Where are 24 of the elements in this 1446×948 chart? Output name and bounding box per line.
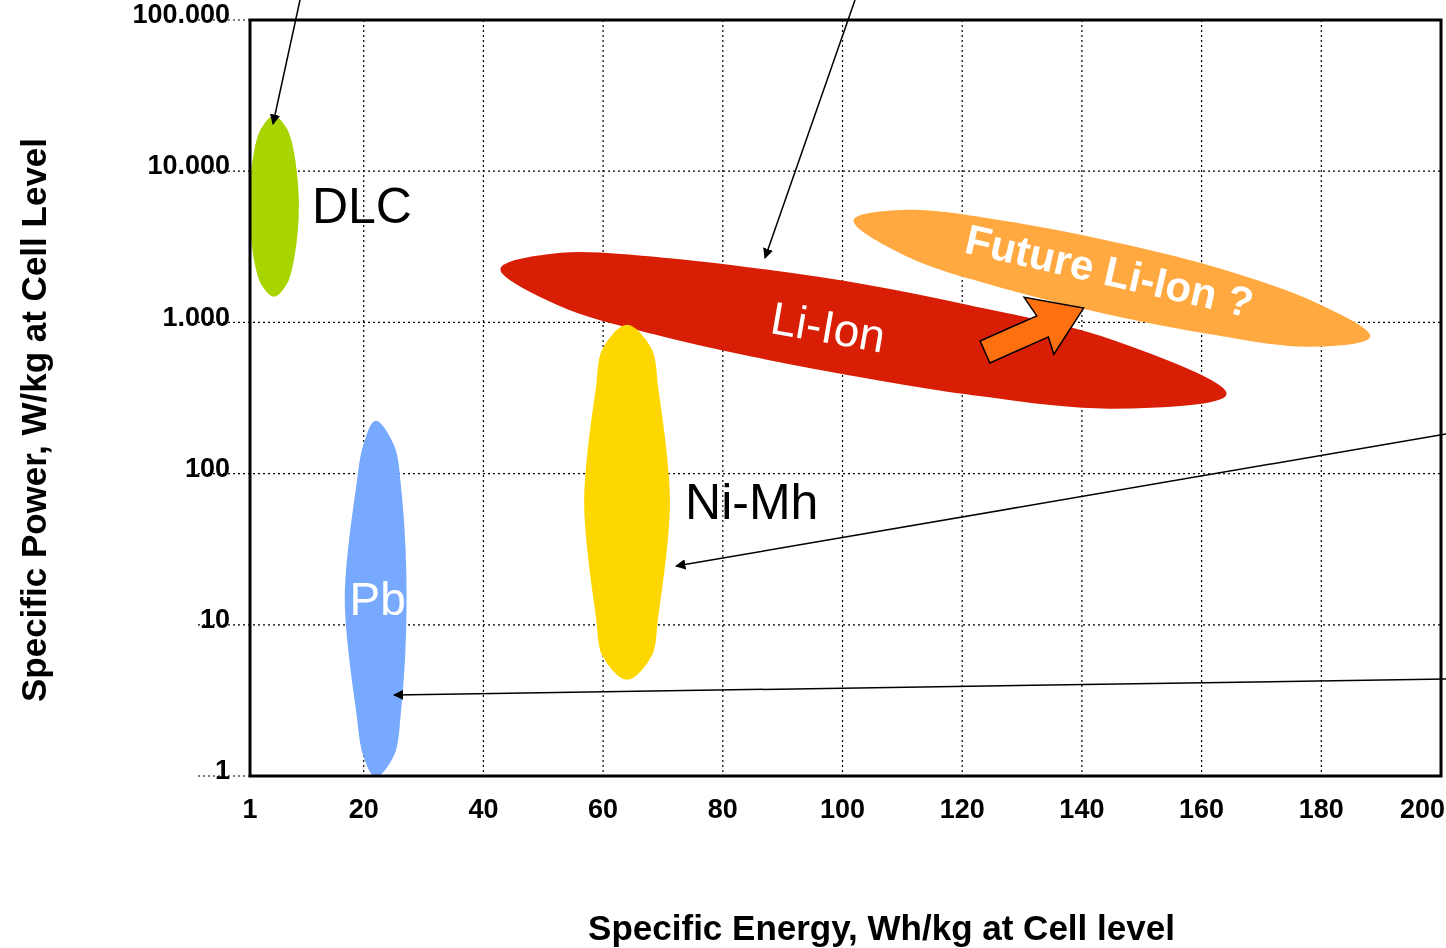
x-tick-label: 80: [707, 794, 738, 824]
x-tick-label: 20: [348, 794, 379, 824]
y-tick-label: 100: [184, 452, 230, 483]
x-tick-label: 40: [468, 794, 499, 824]
x-axis-title: Specific Energy, Wh/kg at Cell level: [588, 908, 1175, 947]
series-label: Pb: [349, 573, 406, 626]
x-tick-label: 180: [1298, 794, 1344, 824]
x-tick-label: 100: [819, 794, 866, 824]
series-label: Ni-Mh: [685, 474, 819, 531]
y-tick-label: 1: [214, 755, 230, 786]
x-tick-label: 140: [1059, 794, 1105, 824]
y-tick-label: 10.000: [147, 150, 230, 181]
x-tick-label: 200: [1399, 794, 1445, 824]
series-label: Li-Ion: [767, 291, 890, 363]
y-tick-label: 1.000: [162, 301, 230, 332]
x-tick-label: 1: [242, 794, 258, 824]
series-label: Future Li-Ion ?: [961, 215, 1259, 327]
y-tick-label: 100.000: [132, 0, 230, 30]
x-tick-label: 60: [588, 794, 619, 824]
series-label: DLC: [311, 178, 412, 235]
x-tick-label: 160: [1179, 794, 1225, 824]
x-tick-label: 120: [939, 794, 985, 824]
y-tick-label: 10: [199, 603, 230, 634]
y-axis-title: Specific Power, W/kg at Cell Level: [14, 137, 53, 703]
